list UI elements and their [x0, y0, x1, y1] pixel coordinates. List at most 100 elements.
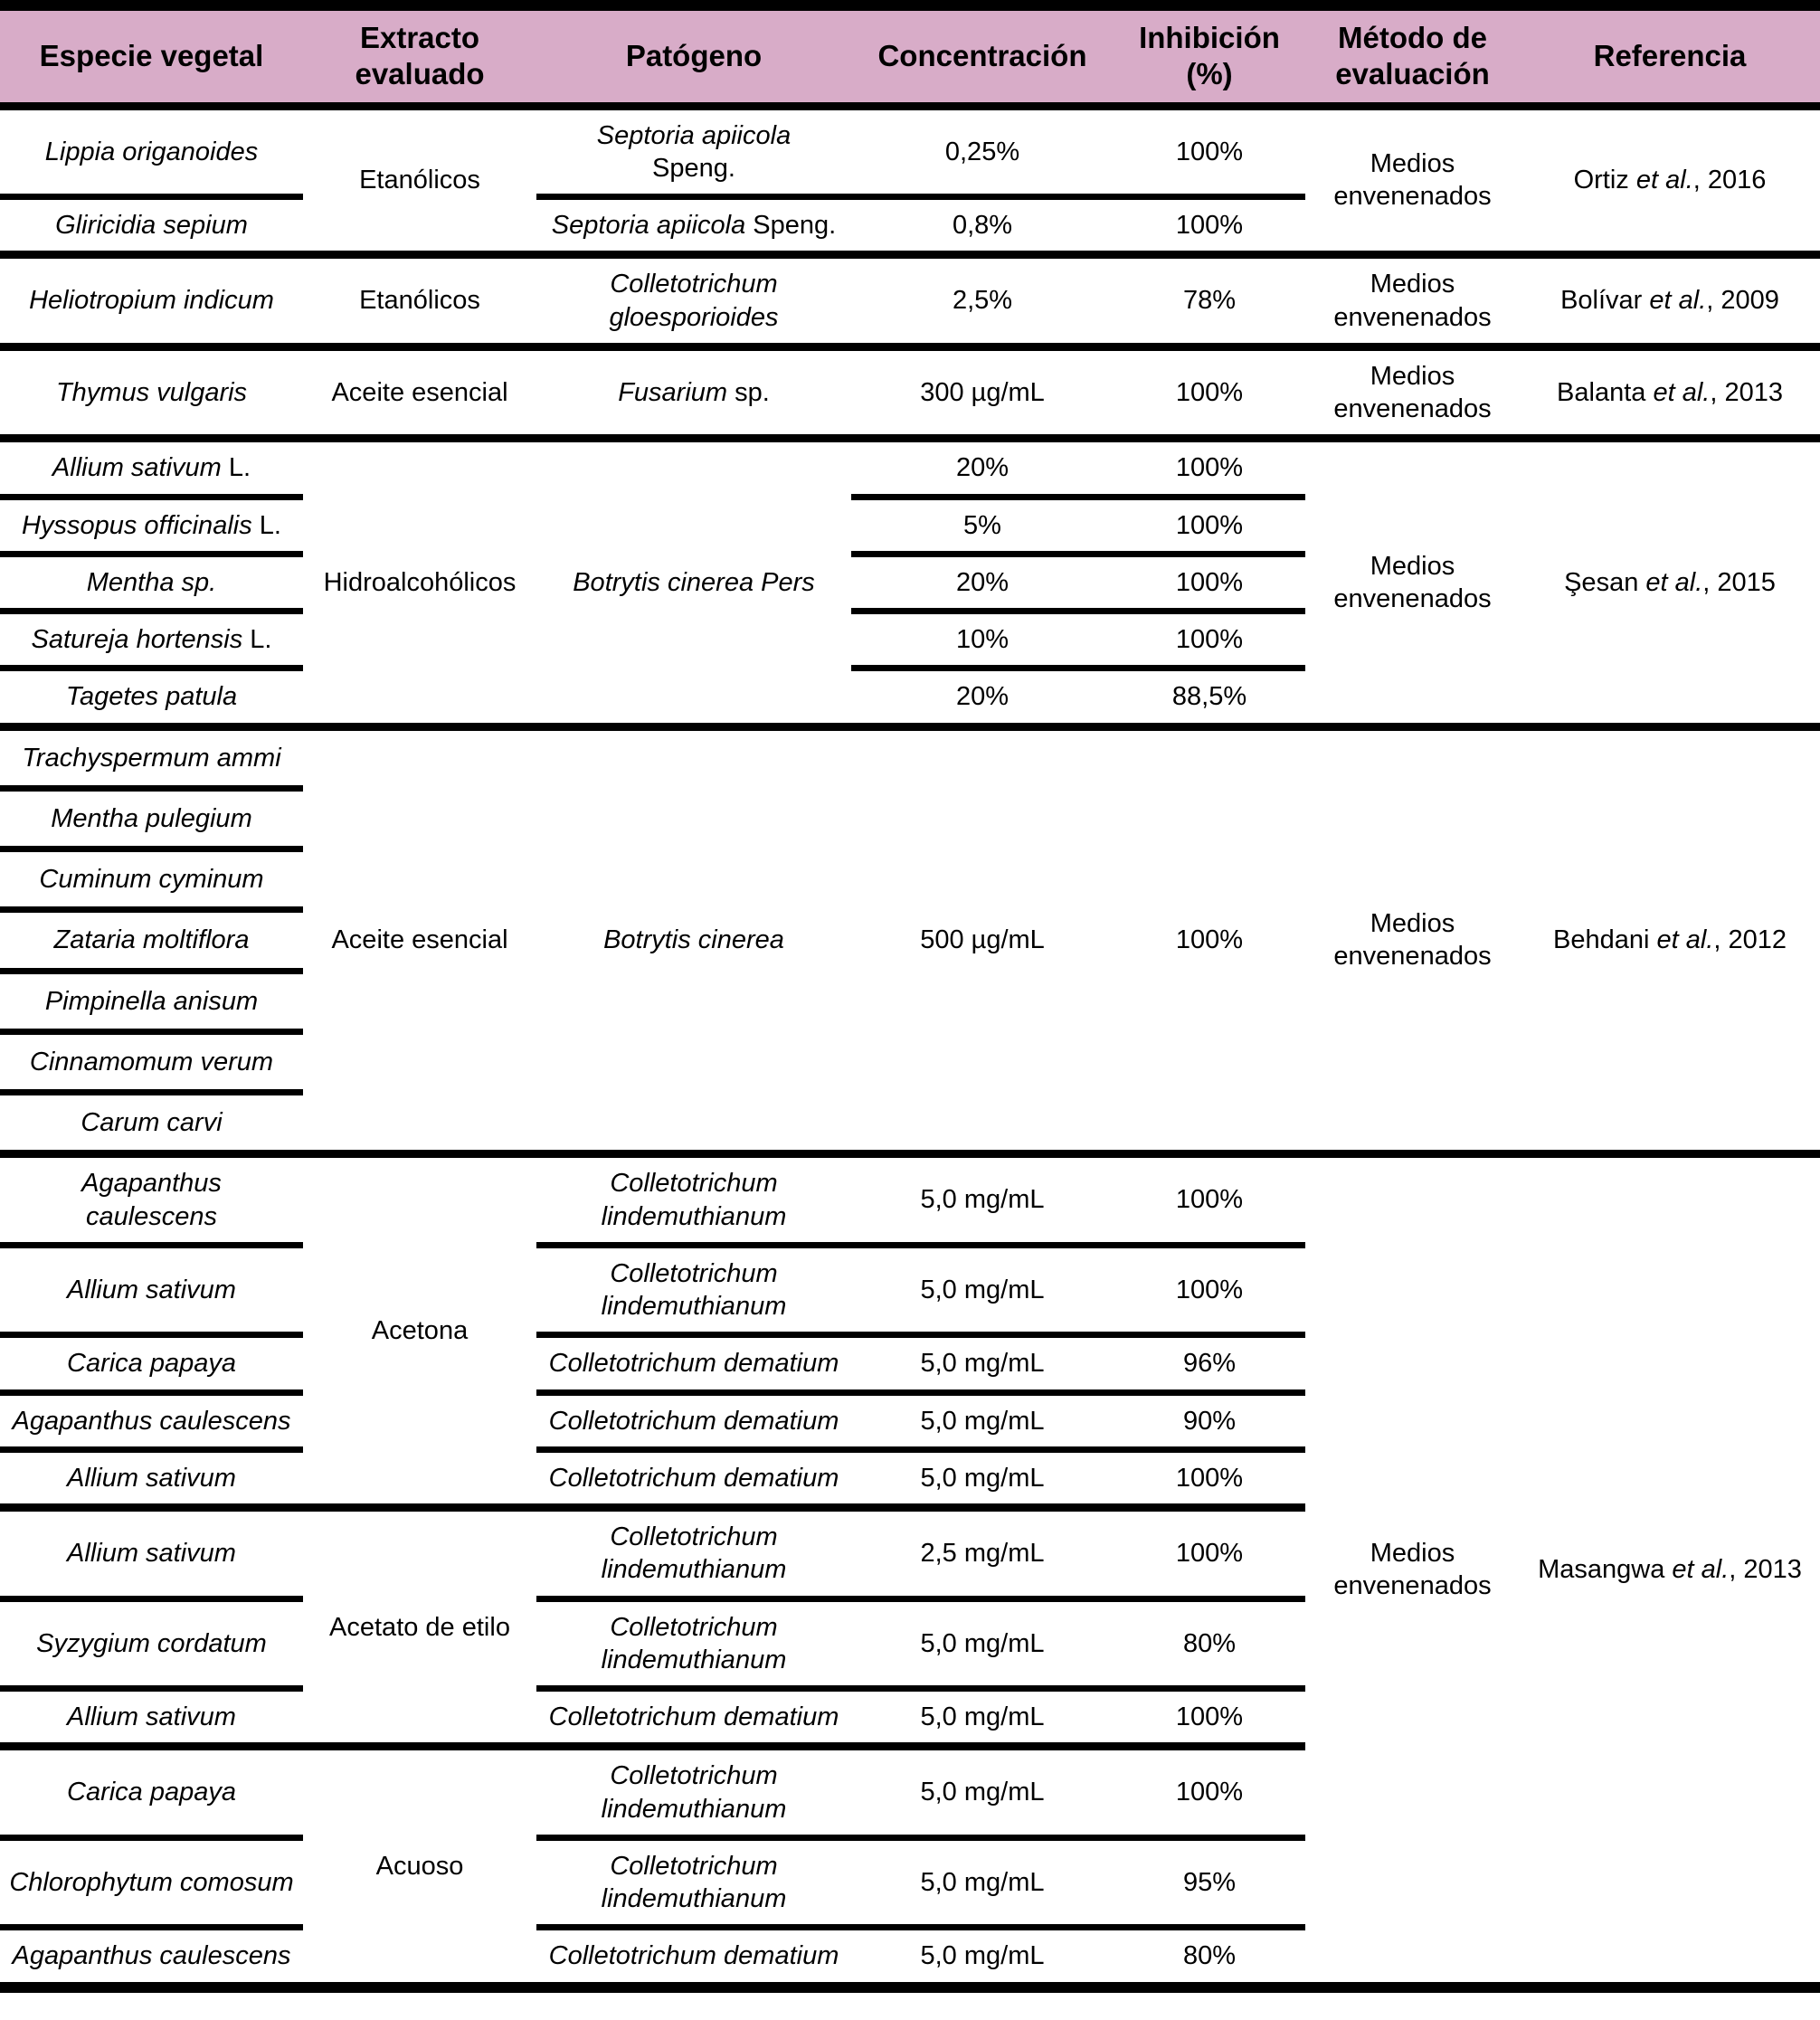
especie-cell: Hyssopus officinalis L. [0, 497, 303, 557]
patogeno-cell: Colletotrichum dematium [536, 1392, 851, 1453]
patogeno-cell: Septoria apiicola Speng. [551, 211, 837, 240]
especie-cell: Allium sativum L. [0, 434, 303, 500]
concentracion-cell: 0,8% [952, 211, 1013, 240]
table-row: Hyssopus officinalis L. 5% 100% [0, 497, 1820, 557]
extracto-cell: Aceite esencial [303, 342, 536, 439]
concentracion-cell: 500 µg/mL [851, 722, 1114, 1154]
especie-cell: Cuminum cyminum [0, 849, 303, 914]
especie-cell: Carum carvi [81, 1108, 223, 1137]
inhibicion-cell: 80% [1114, 1598, 1305, 1692]
table-row: Mentha pulegium [0, 788, 1820, 853]
table-row: Syzygium cordatum Colletotrichum lindemu… [0, 1598, 1820, 1692]
table-row: Allium sativum Colletotrichum dematium 5… [0, 1689, 1820, 1747]
patogeno-cell: Colletotrichum dematium [548, 1702, 839, 1731]
table-row: Agapanthus caulescens Colletotrichum dem… [0, 1392, 1820, 1453]
concentracion-cell: 5,0 mg/mL [920, 1463, 1045, 1493]
inhibicion-cell: 88,5% [1171, 682, 1247, 712]
concentracion-cell: 5,0 mg/mL [920, 1702, 1045, 1731]
metodo-cell: Medios envenenados [1305, 1150, 1520, 1987]
concentracion-cell: 5,0 mg/mL [920, 1941, 1045, 1971]
col-header-referencia: Referencia [1520, 5, 1820, 110]
table-row: Allium sativum Colletotrichum lindemuthi… [0, 1245, 1820, 1339]
extracto-cell: Hidroalcohólicos [303, 434, 536, 726]
referencia-cell: Bolívar et al., 2009 [1520, 251, 1820, 347]
inhibicion-cell: 100% [1175, 1702, 1244, 1731]
especie-cell: Carica papaya [0, 1334, 303, 1396]
especie-cell: Agapanthus caulescens [0, 1392, 303, 1453]
concentracion-cell: 10% [851, 611, 1114, 672]
inhibicion-cell: 100% [1175, 211, 1244, 240]
referencia-cell: Şesan et al., 2015 [1520, 434, 1820, 726]
metodo-cell: Medios envenenados [1305, 434, 1520, 726]
patogeno-cell: Fusarium sp. [536, 342, 851, 439]
especie-cell: Agapanthus caulescens [0, 1150, 303, 1248]
inhibicion-cell: 100% [1114, 1245, 1305, 1339]
especie-cell: Gliricidia sepium [55, 211, 248, 240]
especie-cell: Syzygium cordatum [0, 1598, 303, 1692]
especie-cell: Carica papaya [0, 1742, 303, 1841]
patogeno-cell: Colletotrichum dematium [536, 1334, 851, 1396]
especie-cell: Allium sativum [0, 1245, 303, 1339]
inhibicion-cell: 100% [1114, 1503, 1305, 1602]
concentracion-cell: 300 µg/mL [851, 342, 1114, 439]
inhibicion-cell: 100% [1114, 554, 1305, 615]
especie-cell: Satureja hortensis L. [0, 611, 303, 672]
patogeno-cell: Colletotrichum lindemuthianum [536, 1503, 851, 1602]
concentracion-cell: 0,25% [851, 106, 1114, 200]
metodo-cell: Medios envenenados [1305, 342, 1520, 439]
col-header-especie: Especie vegetal [0, 5, 303, 110]
table-row: Cinnamomum verum [0, 1031, 1820, 1096]
concentracion-cell: 2,5 mg/mL [851, 1503, 1114, 1602]
concentracion-cell: 5,0 mg/mL [851, 1392, 1114, 1453]
extracto-cell: Etanólicos [303, 251, 536, 347]
referencia-cell: Masangwa et al., 2013 [1520, 1150, 1820, 1987]
inhibicion-cell: 96% [1114, 1334, 1305, 1396]
concentracion-cell: 20% [851, 434, 1114, 500]
especie-cell: Mentha pulegium [0, 788, 303, 853]
table-row: Gliricidia sepium Septoria apiicola Spen… [0, 197, 1820, 255]
concentracion-cell: 20% [851, 554, 1114, 615]
inhibicion-cell: 90% [1114, 1392, 1305, 1453]
patogeno-cell: Botrytis cinerea Pers [536, 434, 851, 726]
inhibicion-cell: 100% [1114, 722, 1305, 1154]
table-row: Agapanthus caulescens Acetona Colletotri… [0, 1150, 1820, 1987]
inhibicion-cell: 95% [1114, 1837, 1305, 1931]
extracto-cell: Etanólicos [359, 166, 480, 195]
table-header-row: Especie vegetal Extracto evaluado Patóge… [0, 5, 1820, 110]
especie-cell: Allium sativum [0, 1503, 303, 1602]
patogeno-cell: Colletotrichum lindemuthianum [536, 1150, 851, 1248]
concentracion-cell: 5,0 mg/mL [851, 1598, 1114, 1692]
metodo-cell: Medios envenenados [1305, 722, 1520, 1154]
concentracion-cell: 2,5% [851, 251, 1114, 347]
especie-cell: Allium sativum [67, 1463, 236, 1493]
table-row: Thymus vulgaris Aceite esencial Fusarium… [0, 342, 1820, 439]
concentracion-cell: 5,0 mg/mL [851, 1837, 1114, 1931]
inhibicion-cell: 100% [1114, 611, 1305, 672]
especie-cell: Agapanthus caulescens [12, 1941, 291, 1971]
table-row: Carum carvi [0, 1093, 1820, 1154]
referencia-cell: Behdani et al., 2012 [1520, 722, 1820, 1154]
patogeno-cell: Colletotrichum lindemuthianum [536, 1837, 851, 1931]
concentracion-cell: 20% [955, 682, 1010, 712]
inhibicion-cell: 100% [1114, 434, 1305, 500]
col-header-patogeno: Patógeno [536, 5, 851, 110]
table-row: Allium sativum Colletotrichum dematium 5… [0, 1449, 1820, 1507]
extracto-cell: Aceite esencial [303, 722, 536, 1154]
concentracion-cell: 5% [851, 497, 1114, 557]
concentracion-cell: 5,0 mg/mL [851, 1245, 1114, 1339]
inhibicion-cell: 78% [1114, 251, 1305, 347]
referencia-cell: Ortiz et al., 2016 [1573, 166, 1767, 195]
concentracion-cell: 5,0 mg/mL [851, 1150, 1114, 1248]
especie-cell: Zataria moltiflora [0, 909, 303, 974]
table-row: Cuminum cyminum [0, 849, 1820, 914]
concentracion-cell: 5,0 mg/mL [851, 1742, 1114, 1841]
especie-cell: Thymus vulgaris [0, 342, 303, 439]
especie-cell: Allium sativum [67, 1702, 236, 1731]
table-row: Trachyspermum ammi Aceite esencial Botry… [0, 722, 1820, 1154]
especie-cell: Lippia origanoides [0, 106, 303, 200]
metodo-cell: Medios envenenados [1305, 251, 1520, 347]
patogeno-cell: Botrytis cinerea [536, 722, 851, 1154]
especie-cell: Mentha sp. [0, 554, 303, 615]
table-row: Carica papaya Colletotrichum dematium 5,… [0, 1334, 1820, 1396]
